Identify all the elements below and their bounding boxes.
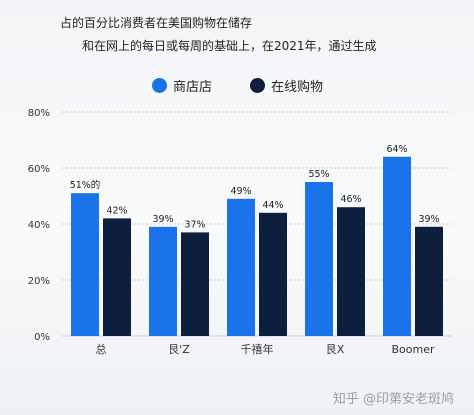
- chart-legend: 商店店 在线购物: [0, 76, 474, 96]
- y-tick-label: 60%: [28, 164, 50, 175]
- data-label-online: 39%: [418, 214, 439, 225]
- bar-online: [337, 207, 365, 336]
- data-label-store: 51%的: [70, 179, 101, 191]
- chart-title-line-1: 占的百分比消费者在美国购物在储存: [60, 16, 253, 30]
- y-tick-label: 0%: [34, 332, 50, 343]
- chart-title-line-2: 和在网上的每日或每周的基础上，在2021年，通过生成: [82, 39, 377, 53]
- data-label-online: 44%: [262, 200, 283, 211]
- x-tick-label: 千禧年: [241, 342, 274, 356]
- legend-label-online: 在线购物: [271, 80, 324, 95]
- bar-store: [149, 226, 177, 336]
- bar-store: [227, 198, 255, 336]
- bar-store: [305, 182, 333, 336]
- y-tick-label: 20%: [28, 276, 50, 287]
- y-tick-label: 40%: [28, 220, 50, 231]
- legend-swatch-online: [250, 78, 265, 93]
- x-tick-label: Boomer: [391, 343, 434, 356]
- x-tick-label: 艮'Z: [168, 343, 190, 356]
- bar-online: [103, 218, 131, 336]
- legend-item-online: 在线购物: [250, 76, 323, 95]
- data-label-store: 49%: [230, 186, 251, 197]
- y-tick-label: 80%: [28, 108, 50, 119]
- data-label-store: 55%: [308, 169, 329, 180]
- legend-swatch-store: [152, 78, 167, 93]
- data-label-store: 39%: [152, 214, 173, 225]
- data-label-online: 42%: [106, 205, 127, 216]
- data-label-online: 37%: [184, 219, 205, 230]
- data-label-store: 64%: [386, 144, 407, 155]
- watermark: 知乎 @印第安老斑鸠: [332, 392, 454, 407]
- x-tick-label: 总: [96, 342, 107, 356]
- bar-store: [383, 156, 411, 336]
- legend-item-store: 商店店: [152, 76, 212, 95]
- bar-online: [415, 226, 443, 336]
- bar-online: [259, 212, 287, 336]
- legend-label-store: 商店店: [173, 80, 213, 95]
- x-tick-label: 艮X: [326, 343, 345, 356]
- data-label-online: 46%: [340, 194, 361, 205]
- bar-online: [181, 232, 209, 336]
- bar-store: [71, 193, 99, 336]
